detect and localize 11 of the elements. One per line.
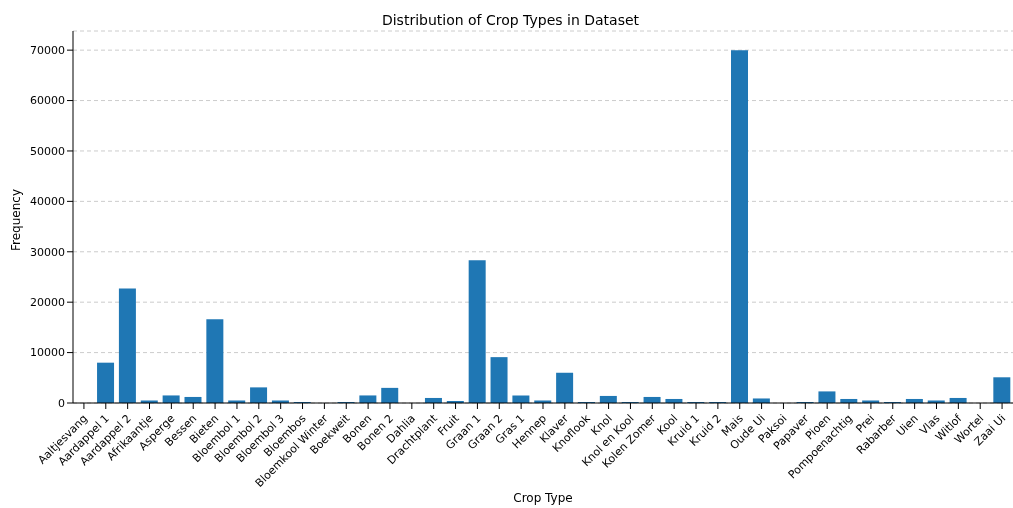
y-tick-label: 40000: [30, 195, 65, 209]
chart-title: Distribution of Crop Types in Dataset: [380, 12, 641, 28]
y-tick-label: 70000: [30, 44, 65, 58]
y-tick-label: 50000: [30, 144, 65, 158]
y-tick-label: 30000: [30, 245, 65, 259]
y-tick-label: 60000: [30, 94, 65, 108]
y-axis-title: Frequency: [9, 188, 23, 253]
x-axis-title: Crop Type: [512, 491, 574, 505]
y-tick-label: 20000: [30, 296, 65, 310]
y-tick-label: 0: [58, 396, 65, 410]
y-tick-label: 10000: [30, 346, 65, 360]
